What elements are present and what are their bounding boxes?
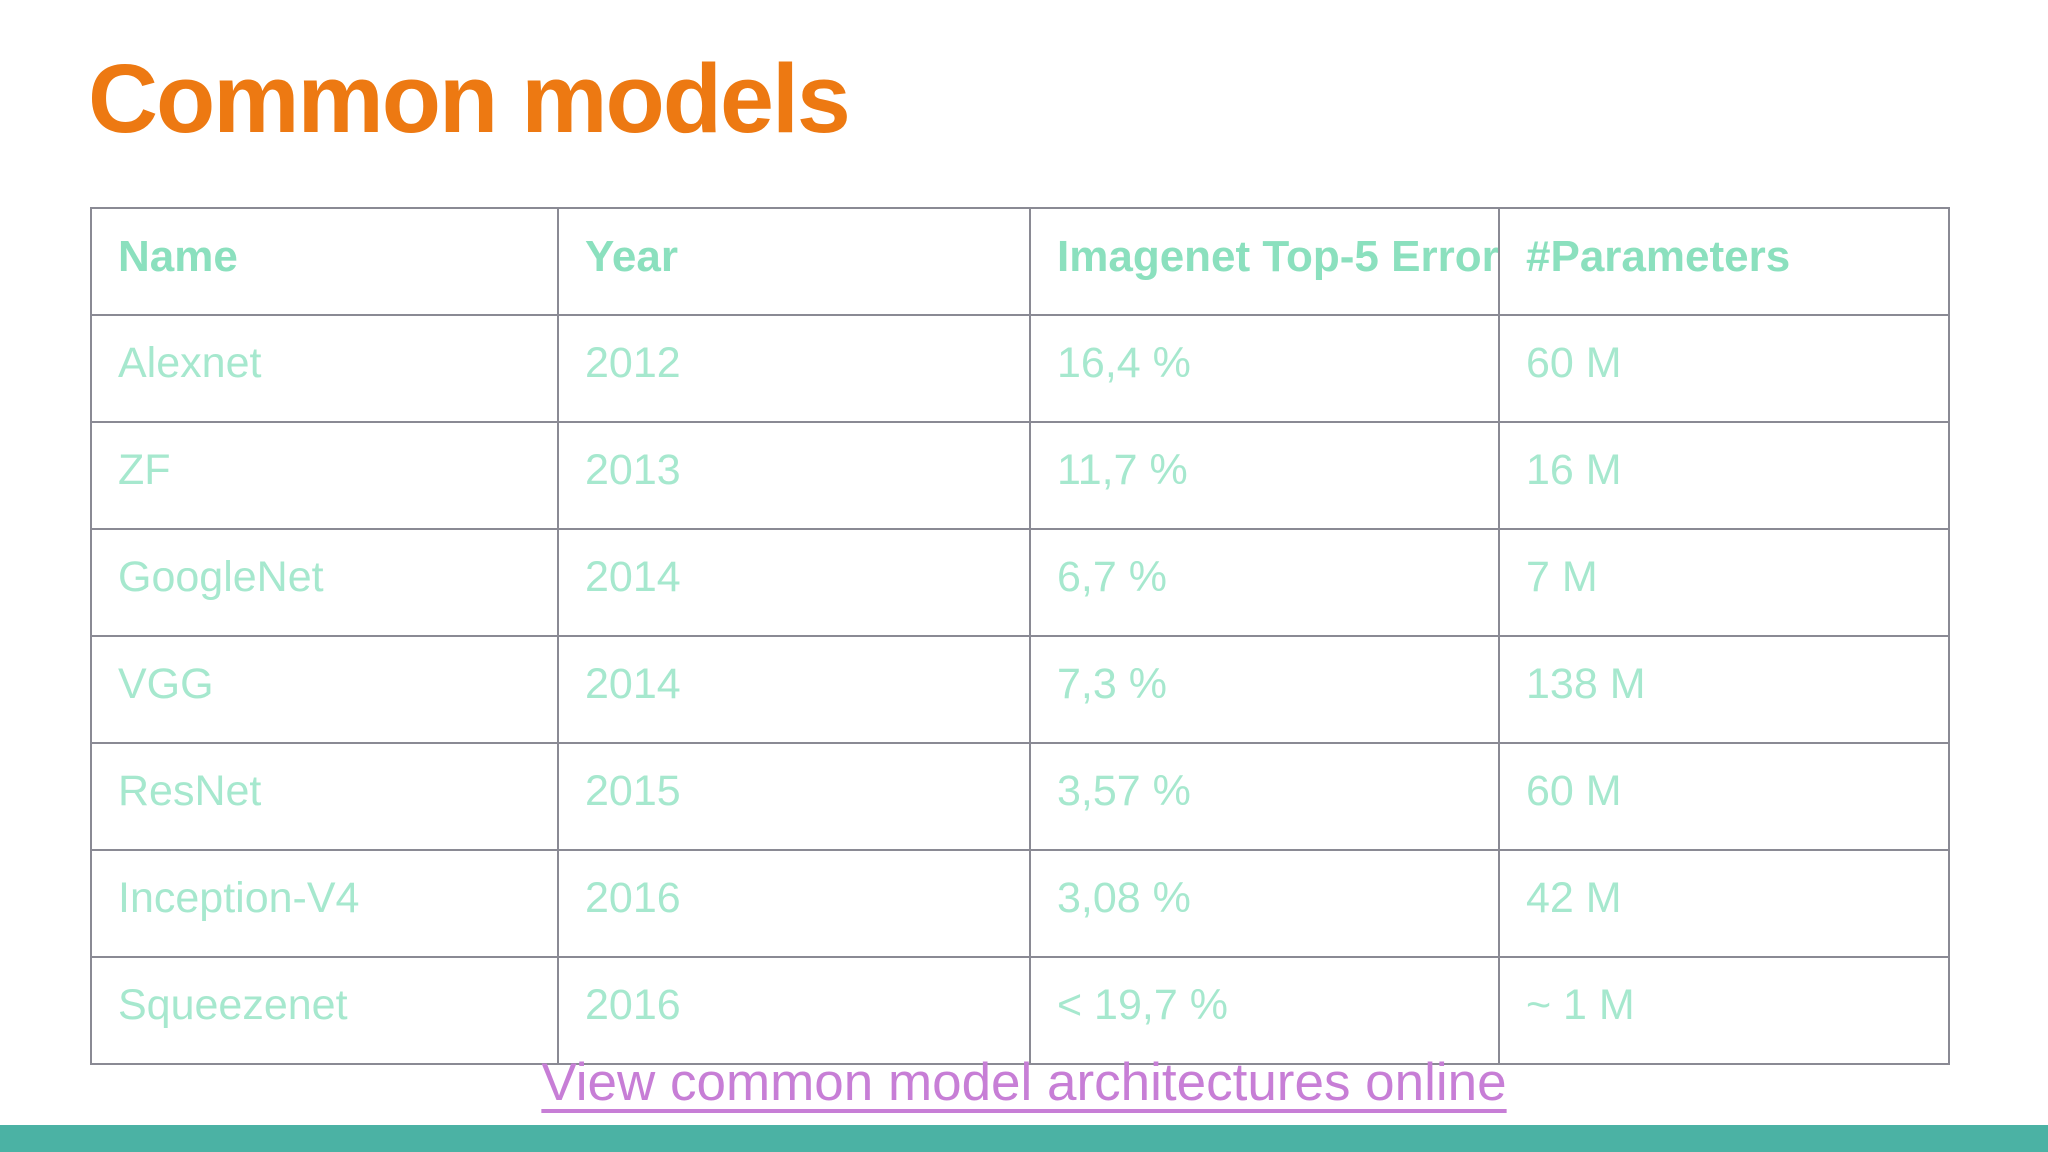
table-row: Squeezenet 2016 < 19,7 % ~ 1 M (90, 956, 1950, 1065)
table-row: Alexnet 2012 16,4 % 60 M (90, 314, 1950, 423)
cell-top5-error: 7,3 % (1029, 635, 1500, 744)
column-header-year: Year (557, 207, 1031, 316)
column-header-imagenet-top5-error: Imagenet Top-5 Error (1029, 207, 1500, 316)
cell-model-name: Inception-V4 (90, 849, 559, 958)
footer-link-row: View common model architectures online (0, 1052, 2048, 1113)
cell-model-name: Squeezenet (90, 956, 559, 1065)
table-row: ResNet 2015 3,57 % 60 M (90, 742, 1950, 851)
cell-year: 2014 (557, 528, 1031, 637)
cell-year: 2016 (557, 956, 1031, 1065)
table-row: VGG 2014 7,3 % 138 M (90, 635, 1950, 744)
cell-year: 2014 (557, 635, 1031, 744)
table-header: Name Year Imagenet Top-5 Error #Paramete… (90, 207, 1950, 316)
cell-model-name: ResNet (90, 742, 559, 851)
cell-parameters: 60 M (1498, 742, 1950, 851)
column-header-parameters: #Parameters (1498, 207, 1950, 316)
table-row: ZF 2013 11,7 % 16 M (90, 421, 1950, 530)
cell-parameters: ~ 1 M (1498, 956, 1950, 1065)
table-body: Alexnet 2012 16,4 % 60 M ZF 2013 11,7 % … (90, 314, 1950, 1065)
cell-parameters: 7 M (1498, 528, 1950, 637)
cell-parameters: 16 M (1498, 421, 1950, 530)
view-architectures-link[interactable]: View common model architectures online (541, 1053, 1507, 1112)
cell-top5-error: 11,7 % (1029, 421, 1500, 530)
table-header-row: Name Year Imagenet Top-5 Error #Paramete… (90, 207, 1950, 316)
cell-year: 2013 (557, 421, 1031, 530)
models-table: Name Year Imagenet Top-5 Error #Paramete… (90, 207, 1950, 1065)
cell-parameters: 60 M (1498, 314, 1950, 423)
cell-top5-error: 3,08 % (1029, 849, 1500, 958)
cell-year: 2012 (557, 314, 1031, 423)
cell-model-name: VGG (90, 635, 559, 744)
cell-top5-error: 3,57 % (1029, 742, 1500, 851)
page-title: Common models (88, 44, 851, 153)
column-header-name: Name (90, 207, 559, 316)
cell-model-name: GoogleNet (90, 528, 559, 637)
cell-model-name: Alexnet (90, 314, 559, 423)
cell-parameters: 42 M (1498, 849, 1950, 958)
table-row: Inception-V4 2016 3,08 % 42 M (90, 849, 1950, 958)
cell-model-name: ZF (90, 421, 559, 530)
cell-year: 2015 (557, 742, 1031, 851)
table-row: GoogleNet 2014 6,7 % 7 M (90, 528, 1950, 637)
cell-parameters: 138 M (1498, 635, 1950, 744)
cell-top5-error: 6,7 % (1029, 528, 1500, 637)
cell-year: 2016 (557, 849, 1031, 958)
footer-accent-bar (0, 1125, 2048, 1152)
cell-top5-error: 16,4 % (1029, 314, 1500, 423)
cell-top5-error: < 19,7 % (1029, 956, 1500, 1065)
